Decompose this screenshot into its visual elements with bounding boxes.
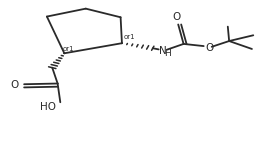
Text: or1: or1 <box>63 46 75 52</box>
Text: or1: or1 <box>123 34 135 40</box>
Text: O: O <box>205 42 214 53</box>
Text: N: N <box>159 46 167 56</box>
Text: HO: HO <box>40 102 56 112</box>
Text: O: O <box>173 12 181 22</box>
Text: H: H <box>164 49 171 58</box>
Text: O: O <box>11 79 19 90</box>
